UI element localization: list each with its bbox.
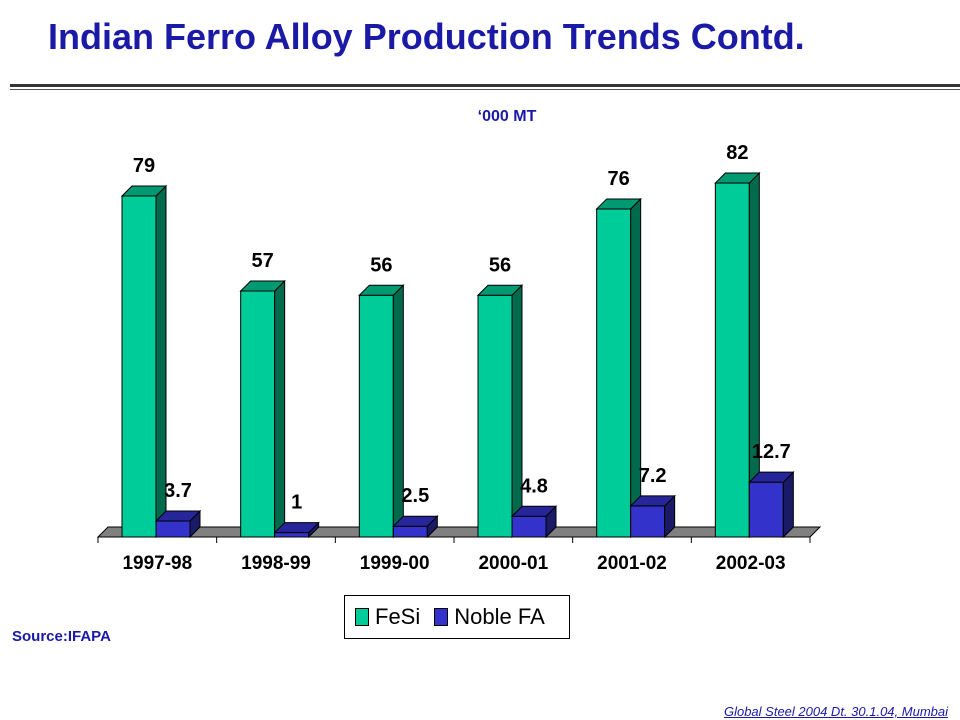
data-label-fesi-1998-99: 57: [252, 250, 274, 272]
bar-fesi-1998-99: [240, 290, 276, 538]
bar-noble-fa-2002-03: [748, 481, 784, 538]
bar-top-noble-fa-2001-02: [629, 495, 676, 507]
legend-swatch-fesi: [355, 608, 369, 626]
x-tick-label-2002-03: 2002-03: [716, 553, 786, 574]
data-label-noble-fa-2000-01: 4.8: [520, 475, 548, 497]
x-tick-label-2000-01: 2000-01: [478, 553, 548, 574]
unit-label: ‘000 MT: [477, 108, 537, 125]
x-tick-label-2001-02: 2001-02: [597, 553, 667, 574]
chart-legend: FeSi Noble FA: [344, 595, 570, 639]
page-title: Indian Ferro Alloy Production Trends Con…: [48, 16, 805, 57]
bar-fesi-2001-02: [596, 208, 632, 538]
data-label-noble-fa-1998-99: 1: [291, 492, 302, 514]
bar-fesi-1999-00: [358, 294, 394, 538]
legend-item-fesi: FeSi: [355, 604, 420, 630]
data-label-fesi-2000-01: 56: [489, 254, 511, 276]
bar-top-fesi-2002-03: [714, 172, 761, 184]
bar-noble-fa-1999-00: [392, 525, 428, 538]
bar-top-noble-fa-2002-03: [748, 471, 795, 483]
bar-top-fesi-2001-02: [595, 198, 642, 210]
bar-top-fesi-1999-00: [358, 284, 405, 296]
bar-noble-fa-1998-99: [274, 532, 310, 538]
legend-label-noble-fa: Noble FA: [454, 604, 545, 629]
bar-top-fesi-1998-99: [239, 280, 286, 292]
legend-label-fesi: FeSi: [375, 604, 421, 629]
x-tick-label-1997-98: 1997-98: [122, 553, 192, 574]
data-label-fesi-2001-02: 76: [608, 168, 630, 190]
bar-side-noble-fa-2002-03: [782, 470, 794, 539]
data-label-fesi-1997-98: 79: [133, 155, 155, 177]
bar-top-noble-fa-2000-01: [510, 505, 558, 517]
data-label-noble-fa-1997-98: 3.7: [164, 480, 192, 502]
data-label-noble-fa-2002-03: 12.7: [752, 441, 791, 463]
data-label-fesi-2002-03: 82: [726, 142, 748, 164]
title-divider: [10, 84, 960, 87]
source-note: Source:IFAPA: [12, 628, 111, 645]
bar-side-fesi-2000-01: [511, 284, 523, 539]
legend-item-noble-fa: Noble FA: [434, 604, 545, 630]
data-label-noble-fa-1999-00: 2.5: [401, 485, 429, 507]
bar-top-noble-fa-1997-98: [154, 510, 202, 522]
bar-fesi-2000-01: [477, 294, 513, 538]
x-tick-label-1998-99: 1998-99: [241, 553, 311, 574]
legend-swatch-noble-fa: [434, 608, 449, 626]
bar-fesi-2002-03: [714, 182, 750, 538]
bar-noble-fa-1997-98: [155, 520, 191, 538]
bar-top-fesi-1997-98: [120, 185, 168, 197]
footer-credit: Global Steel 2004 Dt. 30.1.04, Mumbai: [723, 704, 948, 719]
bar-top-noble-fa-1999-00: [392, 515, 439, 527]
data-label-fesi-1999-00: 56: [370, 254, 392, 276]
x-tick-label-1999-00: 1999-00: [360, 553, 430, 574]
chart-floor: [96, 526, 822, 538]
bar-top-fesi-2000-01: [476, 284, 524, 296]
bar-side-fesi-1998-99: [274, 279, 286, 539]
bar-top-noble-fa-1998-99: [273, 522, 320, 534]
bar-noble-fa-2000-01: [511, 515, 547, 538]
bar-noble-fa-2001-02: [630, 505, 666, 538]
bar-fesi-1997-98: [121, 195, 157, 538]
title-divider-thin: [10, 89, 960, 90]
data-label-noble-fa-2001-02: 7.2: [639, 465, 667, 487]
